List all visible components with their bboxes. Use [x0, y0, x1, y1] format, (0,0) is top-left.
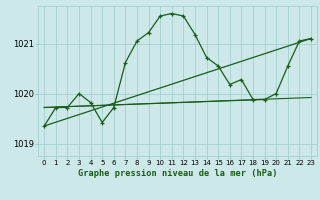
- X-axis label: Graphe pression niveau de la mer (hPa): Graphe pression niveau de la mer (hPa): [78, 169, 277, 178]
